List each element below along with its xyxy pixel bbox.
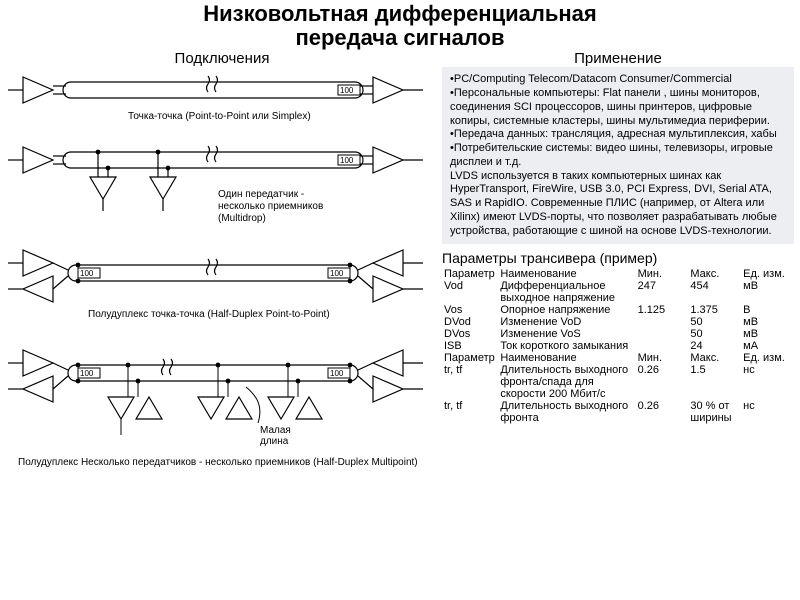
table-header-row: ПараметрНаименованиеМин.Макс.Ед. изм. [442,268,794,280]
table-cell: Дифференциальное выходное напряжение [498,280,635,304]
small-length-label: Малаядлина [260,425,291,447]
table-cell: Изменение VoD [498,316,635,328]
table-cell: 247 [636,280,689,304]
topology-diagrams: 100 Точка-точка (Point-to-Point или Simp… [8,67,436,567]
table-cell: Ток короткого замыкания [498,340,635,352]
table-cell: tr, tf [442,364,498,400]
table-cell: DVod [442,316,498,328]
table-row: VodДифференциальное выходное напряжение2… [442,280,794,304]
table-cell [636,316,689,328]
params-table: ПараметрНаименованиеМин.Макс.Ед. изм.Vod… [442,268,794,424]
table-cell: Vos [442,304,498,316]
table-header-cell: Ед. изм. [741,268,794,280]
table-header-cell: Наименование [498,268,635,280]
table-cell: 50 [688,316,741,328]
svg-text:100: 100 [80,269,94,278]
table-cell: DVos [442,328,498,340]
table-cell: tr, tf [442,400,498,424]
diag2-caption: Один передатчик - несколько приемников (… [218,189,326,224]
table-cell [636,328,689,340]
table-cell: мВ [741,316,794,328]
table-cell: Длительность выходного фронта/спада для … [498,364,635,400]
table-row: DVosИзменение VoS 50мВ [442,328,794,340]
table-cell: 24 [688,340,741,352]
svg-text:100: 100 [340,156,354,165]
table-header-cell: Мин. [636,352,689,364]
table-cell: мВ [741,328,794,340]
table-cell: В [741,304,794,316]
title-line2: передача сигналов [295,25,504,50]
table-cell: мВ [741,280,794,304]
table-cell: Vod [442,280,498,304]
applications-box: •PC/Computing Telecom/Datacom Consumer/C… [442,67,794,244]
table-cell: нс [741,400,794,424]
table-cell: 30 % от ширины [688,400,741,424]
table-header-cell: Параметр [442,268,498,280]
table-cell [636,340,689,352]
table-cell: 0.26 [636,364,689,400]
table-cell: 1.125 [636,304,689,316]
table-row: ISBТок короткого замыкания 24мА [442,340,794,352]
table-cell: 454 [688,280,741,304]
term-label: 100 [340,86,354,95]
diag1-caption: Точка-точка (Point-to-Point или Simplex) [128,111,311,122]
table-header-cell: Наименование [498,352,635,364]
svg-text:100: 100 [330,369,344,378]
table-cell: 0.26 [636,400,689,424]
title-line1: Низковольтная дифференциальная [203,1,597,26]
table-row: tr, tfДлительность выходного фронта0.263… [442,400,794,424]
table-header-cell: Мин. [636,268,689,280]
svg-text:100: 100 [80,369,94,378]
table-cell: ISB [442,340,498,352]
table-header-cell: Макс. [688,268,741,280]
table-cell: Опорное напряжение [498,304,635,316]
right-heading: Применение [442,50,794,67]
diag4-caption: Полудуплекс Несколько передатчиков - нес… [18,457,418,468]
table-header-cell: Макс. [688,352,741,364]
table-cell: Длительность выходного фронта [498,400,635,424]
params-heading: Параметры трансивера (пример) [442,250,794,266]
svg-text:100: 100 [330,269,344,278]
table-cell: 50 [688,328,741,340]
left-heading: Подключения [8,50,436,67]
table-row: DVodИзменение VoD 50мВ [442,316,794,328]
table-row: VosОпорное напряжение1.1251.375В [442,304,794,316]
table-cell: мА [741,340,794,352]
table-header-cell: Ед. изм. [741,352,794,364]
table-cell: 1.375 [688,304,741,316]
table-header-cell: Параметр [442,352,498,364]
diag3-caption: Полудуплекс точка-точка (Half-Duplex Poi… [88,309,330,320]
table-row: tr, tfДлительность выходного фронта/спад… [442,364,794,400]
table-cell: Изменение VoS [498,328,635,340]
table-cell: нс [741,364,794,400]
page-title: Низковольтная дифференциальная передача … [0,0,800,50]
table-header-row: ПараметрНаименованиеМин.Макс.Ед. изм. [442,352,794,364]
table-cell: 1.5 [688,364,741,400]
